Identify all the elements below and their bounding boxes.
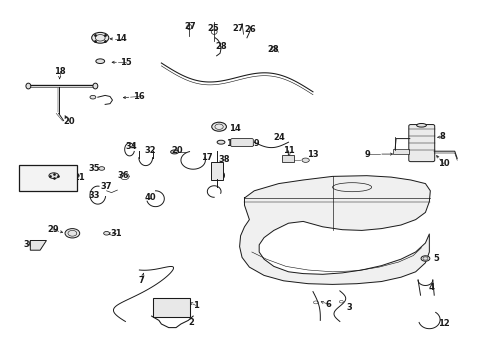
Polygon shape [239, 176, 429, 284]
Ellipse shape [170, 150, 178, 154]
Text: 9: 9 [364, 150, 370, 159]
Text: 40: 40 [144, 193, 156, 202]
Text: 1: 1 [192, 301, 198, 310]
Text: 27: 27 [232, 24, 244, 33]
Ellipse shape [26, 83, 31, 89]
Polygon shape [30, 240, 46, 250]
Ellipse shape [96, 59, 104, 63]
FancyBboxPatch shape [153, 298, 190, 317]
Ellipse shape [91, 32, 108, 43]
Text: 24: 24 [273, 133, 285, 142]
Text: 5: 5 [433, 254, 439, 263]
Ellipse shape [420, 256, 429, 261]
Text: 20: 20 [171, 146, 183, 155]
Text: 27: 27 [183, 22, 195, 31]
Ellipse shape [416, 123, 426, 127]
Text: 16: 16 [133, 92, 145, 101]
Text: 23: 23 [26, 181, 38, 190]
Ellipse shape [93, 83, 98, 89]
Ellipse shape [72, 174, 79, 178]
Text: 38: 38 [218, 155, 229, 164]
Ellipse shape [90, 95, 96, 99]
Text: 33: 33 [88, 191, 100, 199]
Text: 37: 37 [101, 182, 112, 191]
Text: 7: 7 [139, 276, 144, 285]
Text: 17: 17 [200, 153, 212, 162]
Text: 13: 13 [306, 150, 318, 159]
FancyBboxPatch shape [392, 149, 408, 154]
Text: 20: 20 [63, 117, 75, 126]
Text: 10: 10 [437, 159, 449, 168]
Text: 11: 11 [282, 146, 294, 155]
Text: 29: 29 [47, 225, 59, 234]
Text: 26: 26 [244, 25, 256, 34]
Ellipse shape [103, 231, 109, 235]
Text: 36: 36 [118, 171, 129, 180]
Text: 3: 3 [346, 303, 351, 312]
Text: 15: 15 [225, 139, 237, 148]
FancyBboxPatch shape [230, 139, 253, 147]
Text: 32: 32 [144, 146, 156, 155]
Text: 30: 30 [23, 240, 35, 249]
Text: 39: 39 [214, 172, 225, 181]
Ellipse shape [49, 173, 59, 179]
Text: 18: 18 [54, 67, 65, 76]
Text: 28: 28 [215, 42, 226, 51]
Ellipse shape [217, 140, 224, 144]
Ellipse shape [99, 167, 104, 170]
Ellipse shape [65, 229, 80, 238]
FancyBboxPatch shape [408, 125, 434, 162]
Ellipse shape [211, 122, 226, 131]
Text: 4: 4 [427, 284, 433, 292]
Text: 12: 12 [437, 320, 449, 328]
Text: 34: 34 [125, 143, 137, 152]
Text: 31: 31 [110, 229, 122, 238]
Text: 22: 22 [44, 176, 56, 185]
Text: 15: 15 [120, 58, 132, 67]
Ellipse shape [301, 158, 308, 162]
Text: 14: 14 [228, 125, 240, 134]
Text: 25: 25 [207, 24, 219, 33]
Text: 2: 2 [188, 318, 194, 327]
Text: 6: 6 [325, 300, 331, 309]
FancyBboxPatch shape [281, 155, 294, 162]
Text: 28: 28 [266, 45, 278, 54]
FancyBboxPatch shape [19, 165, 77, 191]
Text: 35: 35 [88, 164, 100, 173]
Text: 21: 21 [73, 173, 85, 182]
Text: 8: 8 [439, 132, 445, 141]
Text: 14: 14 [115, 35, 127, 44]
Text: 19: 19 [248, 139, 260, 148]
FancyBboxPatch shape [210, 162, 223, 180]
